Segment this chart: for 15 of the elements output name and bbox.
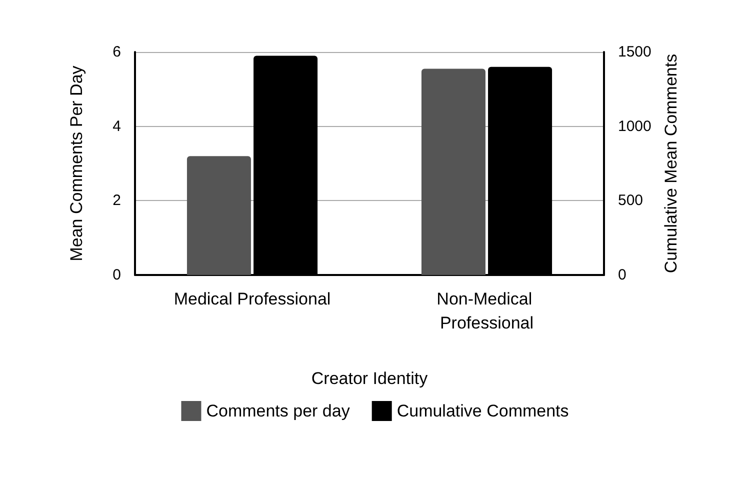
x-tick-label: Medical Professional bbox=[174, 290, 331, 308]
y2-axis-title: Cumulative Mean Comments bbox=[661, 54, 680, 274]
x-tick-label: Non-Medical Professional bbox=[436, 290, 537, 332]
legend-label: Comments per day bbox=[206, 402, 350, 420]
x-axis-title: Creator Identity bbox=[311, 369, 428, 388]
y2-tick-label: 0 bbox=[618, 266, 626, 284]
y2-tick-label: 1000 bbox=[618, 118, 652, 135]
y2-tick-label: 500 bbox=[618, 192, 644, 210]
y2-tick-label: 1500 bbox=[618, 44, 652, 60]
y-axis-title: Mean Comments Per Day bbox=[67, 65, 86, 262]
y-tick-label: 2 bbox=[112, 192, 121, 210]
legend-label: Cumulative Comments bbox=[396, 402, 569, 420]
y-tick-label: 6 bbox=[112, 44, 121, 60]
y-tick-label: 0 bbox=[112, 266, 121, 284]
y-tick-label: 4 bbox=[112, 118, 121, 135]
